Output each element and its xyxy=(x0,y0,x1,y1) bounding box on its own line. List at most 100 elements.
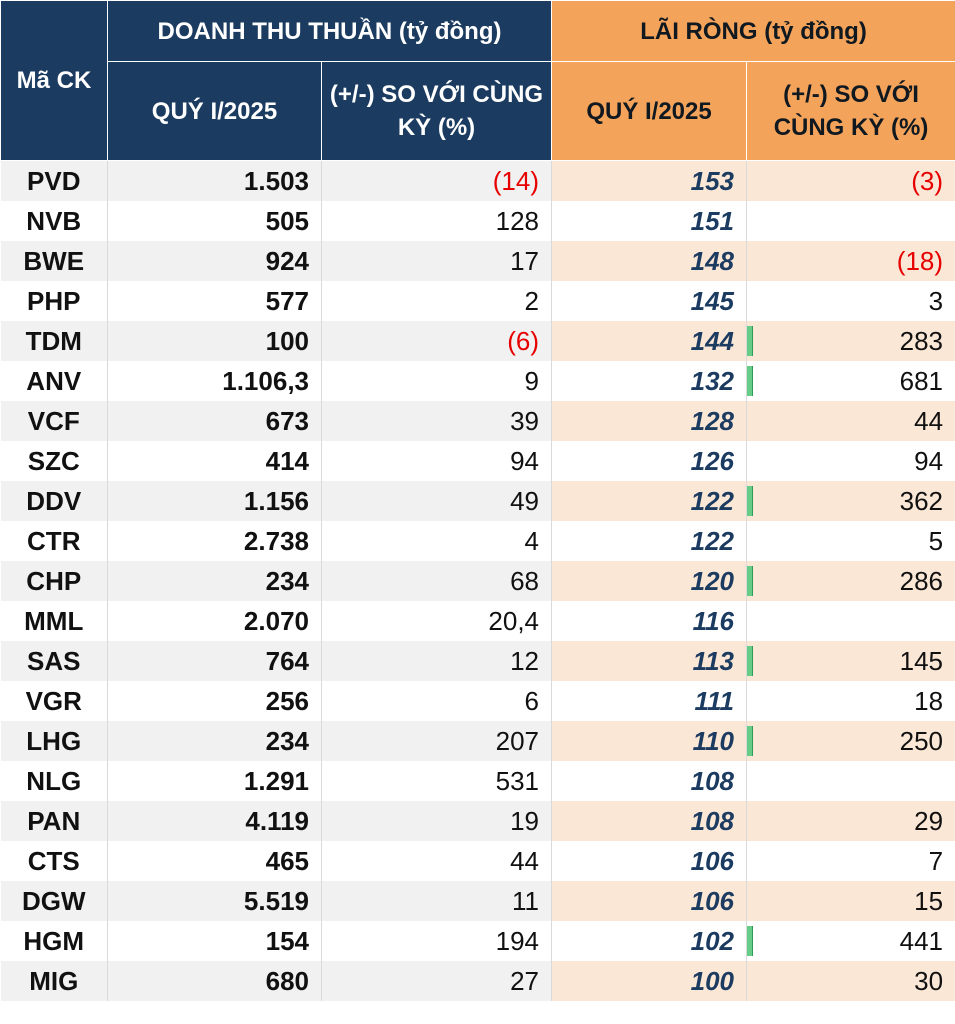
stock-code-cell: ANV xyxy=(0,361,108,401)
revenue-change-cell: 11 xyxy=(321,881,553,921)
table-row: TDM 100 (6) 144 283 xyxy=(0,321,955,361)
profit-cell: 148 xyxy=(551,241,748,281)
profit-change-cell: 681 xyxy=(746,361,955,401)
revenue-change-cell: 68 xyxy=(321,561,553,601)
revenue-change-cell: (6) xyxy=(321,321,553,361)
profit-change-cell: 5 xyxy=(746,521,955,561)
revenue-cell: 256 xyxy=(107,681,322,721)
stock-code-cell: DGW xyxy=(0,881,108,921)
revenue-change-cell: 27 xyxy=(321,961,553,1001)
growth-data-bar xyxy=(747,646,754,676)
profit-change-cell: 286 xyxy=(746,561,955,601)
table-row: ANV 1.106,3 9 132 681 xyxy=(0,361,955,401)
stock-code-cell: PAN xyxy=(0,801,108,841)
revenue-cell: 1.503 xyxy=(107,160,322,201)
table-row: LHG 234 207 110 250 xyxy=(0,721,955,761)
revenue-change-cell: 531 xyxy=(321,761,553,801)
revenue-cell: 1.156 xyxy=(107,481,322,521)
revenue-change-cell: 39 xyxy=(321,401,553,441)
table-header: Mã CK DOANH THU THUẦN (tỷ đồng) LÃI RÒNG… xyxy=(0,0,955,161)
stock-code-cell: VCF xyxy=(0,401,108,441)
stock-code-cell: CTS xyxy=(0,841,108,881)
earnings-table: Mã CK DOANH THU THUẦN (tỷ đồng) LÃI RÒNG… xyxy=(0,0,955,1001)
table-row: VGR 256 6 111 18 xyxy=(0,681,955,721)
revenue-change-cell: 4 xyxy=(321,521,553,561)
header-row-group: Mã CK DOANH THU THUẦN (tỷ đồng) LÃI RÒNG… xyxy=(0,0,955,161)
profit-cell: 102 xyxy=(551,921,748,961)
table-row: DGW 5.519 11 106 15 xyxy=(0,881,955,921)
table-row: BWE 924 17 148 (18) xyxy=(0,241,955,281)
table-row: PVD 1.503 (14) 153 (3) xyxy=(0,160,955,201)
table-row: VCF 673 39 128 44 xyxy=(0,401,955,441)
profit-cell: 111 xyxy=(551,681,748,721)
revenue-cell: 234 xyxy=(107,721,322,761)
revenue-cell: 505 xyxy=(107,201,322,241)
table-row: CTR 2.738 4 122 5 xyxy=(0,521,955,561)
revenue-cell: 234 xyxy=(107,561,322,601)
revenue-change-cell: 128 xyxy=(321,201,553,241)
profit-change-cell: 250 xyxy=(746,721,955,761)
table-row: SZC 414 94 126 94 xyxy=(0,441,955,481)
profit-cell: 108 xyxy=(551,801,748,841)
revenue-cell: 4.119 xyxy=(107,801,322,841)
stock-code-cell: NLG xyxy=(0,761,108,801)
revenue-change-cell: 17 xyxy=(321,241,553,281)
stock-code-cell: HGM xyxy=(0,921,108,961)
revenue-cell: 1.106,3 xyxy=(107,361,322,401)
table-row: NLG 1.291 531 108 xyxy=(0,761,955,801)
revenue-cell: 924 xyxy=(107,241,322,281)
revenue-change-cell: (14) xyxy=(321,160,553,201)
revenue-cell: 100 xyxy=(107,321,322,361)
revenue-change-cell: 94 xyxy=(321,441,553,481)
profit-cell: 151 xyxy=(551,201,748,241)
profit-cell: 108 xyxy=(551,761,748,801)
table-row: HGM 154 194 102 441 xyxy=(0,921,955,961)
revenue-cell: 680 xyxy=(107,961,322,1001)
profit-cell: 126 xyxy=(551,441,748,481)
profit-cell: 106 xyxy=(551,841,748,881)
revenue-change-cell: 2 xyxy=(321,281,553,321)
revenue-change-cell: 9 xyxy=(321,361,553,401)
revenue-change-cell: 12 xyxy=(321,641,553,681)
revenue-cell: 2.070 xyxy=(107,601,322,641)
revenue-change-cell: 20,4 xyxy=(321,601,553,641)
revenue-group-header: DOANH THU THUẦN (tỷ đồng) xyxy=(106,0,553,62)
table-row: PHP 577 2 145 3 xyxy=(0,281,955,321)
profit-change-cell: 3 xyxy=(746,281,955,321)
profit-cell: 120 xyxy=(551,561,748,601)
profit-cell: 122 xyxy=(551,481,748,521)
growth-data-bar xyxy=(747,366,754,396)
revenue-cell: 2.738 xyxy=(107,521,322,561)
profit-change-cell: (3) xyxy=(746,160,955,201)
table-row: DDV 1.156 49 122 362 xyxy=(0,481,955,521)
profit-change-cell: 145 xyxy=(746,641,955,681)
revenue-cell: 5.519 xyxy=(107,881,322,921)
stock-code-cell: LHG xyxy=(0,721,108,761)
profit-cell: 145 xyxy=(551,281,748,321)
revenue-change-cell: 44 xyxy=(321,841,553,881)
profit-change-cell: 44 xyxy=(746,401,955,441)
header-row-sub: QUÝ I/2025 (+/-) SO VỚI CÙNG KỲ (%) QUÝ … xyxy=(1,61,955,161)
revenue-change-header: (+/-) SO VỚI CÙNG KỲ (%) xyxy=(320,61,553,161)
revenue-cell: 1.291 xyxy=(107,761,322,801)
profit-cell: 144 xyxy=(551,321,748,361)
revenue-cell: 764 xyxy=(107,641,322,681)
profit-change-cell: 362 xyxy=(746,481,955,521)
profit-change-cell xyxy=(746,601,955,641)
stock-code-cell: PHP xyxy=(0,281,108,321)
table-row: MIG 680 27 100 30 xyxy=(0,961,955,1001)
profit-cell: 116 xyxy=(551,601,748,641)
table-row: CHP 234 68 120 286 xyxy=(0,561,955,601)
growth-data-bar xyxy=(747,726,754,756)
table-row: SAS 764 12 113 145 xyxy=(0,641,955,681)
stock-code-cell: SZC xyxy=(0,441,108,481)
growth-data-bar xyxy=(747,926,754,956)
profit-change-cell: 283 xyxy=(746,321,955,361)
stock-code-cell: TDM xyxy=(0,321,108,361)
revenue-cell: 465 xyxy=(107,841,322,881)
profit-cell: 113 xyxy=(551,641,748,681)
profit-cell: 100 xyxy=(551,961,748,1001)
profit-change-cell xyxy=(746,761,955,801)
table-row: NVB 505 128 151 xyxy=(0,201,955,241)
growth-data-bar xyxy=(747,326,754,356)
